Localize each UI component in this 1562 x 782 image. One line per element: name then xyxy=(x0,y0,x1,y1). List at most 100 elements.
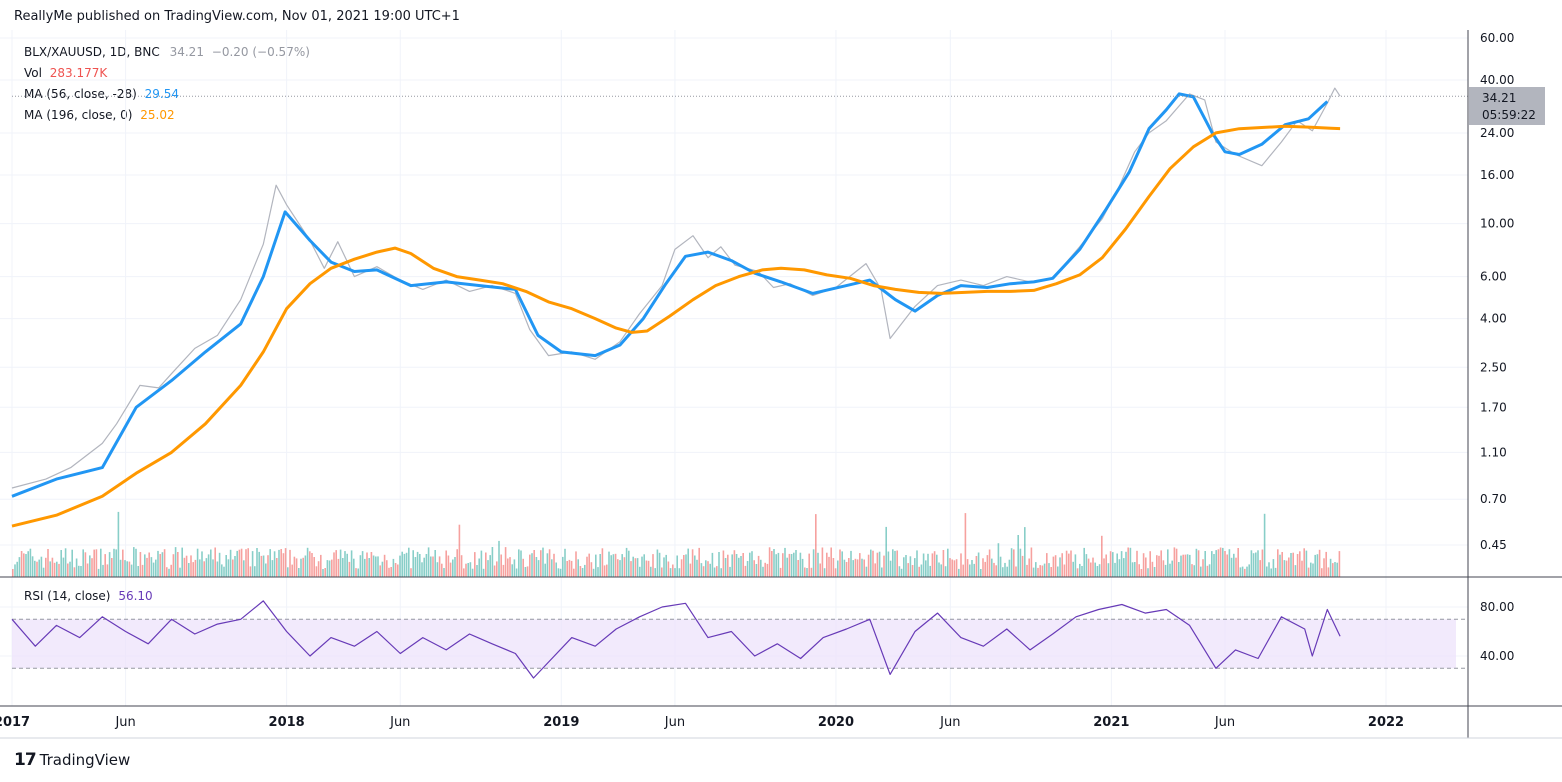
volume-bar xyxy=(861,558,863,577)
volume-bar xyxy=(366,552,368,577)
volume-bar xyxy=(1092,557,1094,577)
volume-bar xyxy=(566,561,568,577)
chart-lines xyxy=(11,87,1468,528)
brand-footer[interactable]: 17 TradingView xyxy=(14,750,130,770)
volume-bar xyxy=(337,558,340,577)
volume-bar xyxy=(45,557,47,577)
rsi-legend: RSI (14, close) 56.10 xyxy=(24,589,153,603)
volume-bar xyxy=(40,556,43,577)
time-tick-label: Jun xyxy=(939,715,960,730)
volume-bar xyxy=(793,552,795,577)
volume-bar xyxy=(555,562,557,577)
volume-bar xyxy=(317,561,320,577)
volume-bar xyxy=(720,568,722,577)
volume-bar xyxy=(865,566,868,577)
volume-bar xyxy=(619,560,621,577)
volume-bar xyxy=(1118,559,1121,577)
price-tick-label: 10.00 xyxy=(1480,217,1514,231)
volume-bar xyxy=(1318,549,1321,577)
volume-bar xyxy=(80,566,82,577)
volume-bar xyxy=(760,559,762,577)
volume-bar xyxy=(621,554,623,577)
publisher-line: ReallyMe published on TradingView.com, N… xyxy=(14,9,460,24)
volume-bar xyxy=(1004,562,1006,577)
volume-bar xyxy=(579,566,582,577)
volume-bar xyxy=(1202,559,1204,577)
volume-bar xyxy=(1307,567,1310,577)
volume-bar xyxy=(20,551,23,577)
volume-bar xyxy=(1123,558,1125,577)
volume-bar xyxy=(49,561,51,577)
volume-bar xyxy=(828,556,830,577)
volume-bar xyxy=(128,561,131,577)
time-tick-label: Jun xyxy=(664,715,685,730)
volume-bar xyxy=(757,555,760,577)
volume-bar xyxy=(478,558,480,577)
volume-bar xyxy=(1294,565,1297,577)
volume-bar xyxy=(331,559,333,577)
vol-label[interactable]: Vol xyxy=(24,66,42,80)
volume-bar xyxy=(883,555,885,577)
volume-bar xyxy=(705,560,707,577)
volume-bar xyxy=(1158,555,1160,577)
volume-bar xyxy=(575,551,577,577)
volume-bar xyxy=(445,550,447,577)
volume-bar xyxy=(113,548,115,577)
price-line xyxy=(11,87,1341,489)
volume-bar xyxy=(502,564,505,577)
volume-bar xyxy=(698,547,700,577)
volume-bar xyxy=(1021,555,1024,577)
volume-bar xyxy=(302,557,304,577)
volume-bar xyxy=(172,554,175,577)
volume-bar xyxy=(100,548,102,577)
volume-bar xyxy=(581,568,584,577)
volume-bar xyxy=(392,558,395,577)
volume-bar xyxy=(735,554,738,577)
volume-bar xyxy=(350,550,353,577)
ma196-label[interactable]: MA (196, close, 0) xyxy=(24,108,133,122)
volume-bar xyxy=(467,563,469,577)
volume-bar xyxy=(533,550,535,577)
volume-bar xyxy=(1046,553,1048,577)
volume-bar xyxy=(223,566,225,577)
volume-bar xyxy=(1039,565,1041,577)
volume-bar xyxy=(837,560,839,577)
rsi-line xyxy=(11,600,1341,679)
volume-bar xyxy=(896,550,898,577)
volume-bar xyxy=(1153,567,1156,577)
volume-bar xyxy=(298,568,300,577)
volume-bar xyxy=(942,550,945,577)
volume-bar xyxy=(31,556,34,577)
volume-bar xyxy=(38,559,40,577)
volume-bar xyxy=(753,560,755,577)
ma56-label[interactable]: MA (56, close, -28) xyxy=(24,87,137,101)
volume-bar xyxy=(1057,566,1059,577)
volume-bar xyxy=(634,558,637,577)
symbol-label[interactable]: BLX/XAUUSD, 1D, BNC xyxy=(24,45,160,59)
volume-bar xyxy=(1279,554,1281,577)
volume-bar xyxy=(515,568,518,577)
volume-bar xyxy=(885,526,887,577)
volume-bar xyxy=(669,568,672,577)
rsi-label[interactable]: RSI (14, close) xyxy=(24,589,111,603)
volume-bar xyxy=(1147,568,1149,577)
volume-bar xyxy=(881,567,883,577)
volume-bar xyxy=(964,513,967,577)
volume-bar xyxy=(493,565,496,577)
volume-bar xyxy=(454,557,456,577)
price-tick-label: 1.10 xyxy=(1480,445,1507,459)
volume-bar xyxy=(1316,554,1319,577)
volume-bar xyxy=(599,554,601,577)
volume-bar xyxy=(1239,567,1242,577)
volume-bar xyxy=(766,563,769,577)
volume-bar xyxy=(997,543,1000,577)
volume-bar xyxy=(355,568,357,577)
volume-bar xyxy=(909,556,912,577)
volume-bar xyxy=(612,554,615,577)
volume-bar xyxy=(771,551,773,577)
volume-bar xyxy=(282,553,285,577)
volume-bar xyxy=(216,561,219,577)
volume-bar xyxy=(652,554,654,577)
time-tick-label: 2020 xyxy=(818,715,854,730)
